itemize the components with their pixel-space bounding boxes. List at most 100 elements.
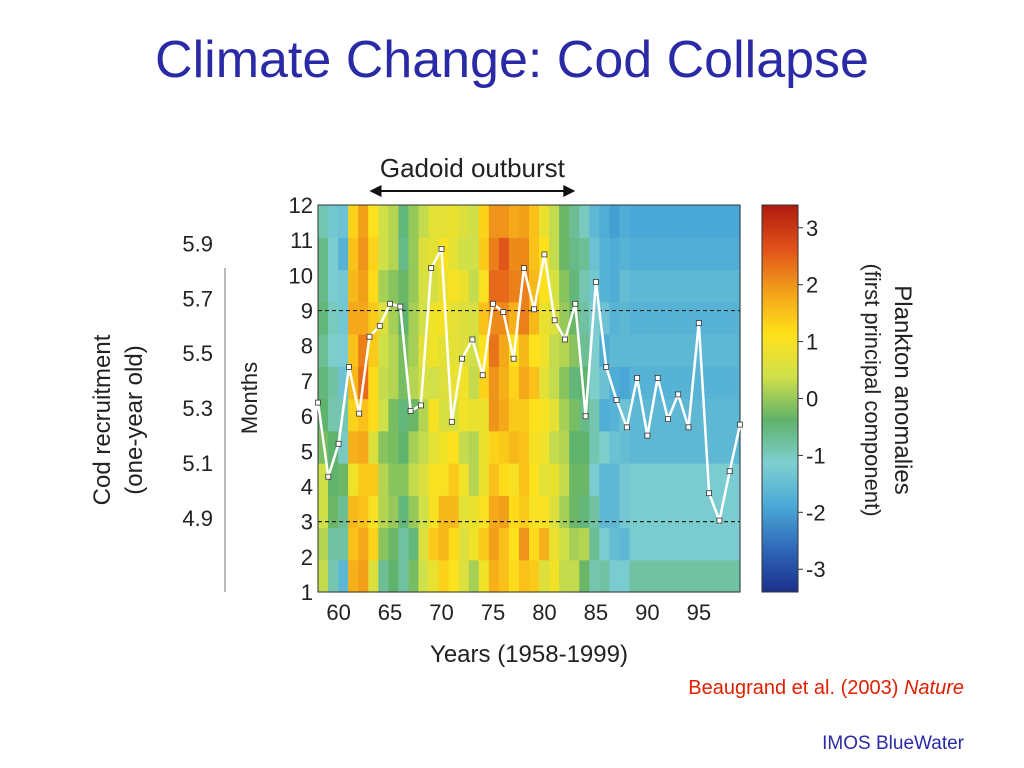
heatmap-cell [549,269,560,303]
plot-frame [317,204,741,593]
heatmap-cell [438,301,450,335]
heatmap-cell [478,463,490,496]
heatmap-cell [719,269,731,303]
heatmap-cell [498,527,510,561]
heatmap-cell [569,366,580,400]
heatmap-cell [669,237,681,271]
heatmap-cell [709,205,721,238]
heatmap-cell [699,495,711,529]
heatmap-cell [388,559,399,593]
heatmap-cell [348,559,359,593]
recruitment-tick-label: 4.9 [182,506,213,531]
recruitment-point [562,336,568,343]
heatmap-cell [508,527,520,561]
heatmap-cell [408,237,420,271]
heatmap-cell [488,527,500,561]
recruitment-point [335,440,342,447]
recruitment-tick-label: 5.7 [182,286,213,311]
recruitment-axis-ticks: 5.9 5.7 5.5 5.3 5.1 4.9 [182,231,213,530]
colorbar [761,204,799,593]
heatmap-cell [318,366,329,400]
heatmap-cell [529,559,540,593]
heatmap-cell [438,366,450,400]
heatmap-cell [418,237,430,271]
heatmap-cell [579,430,590,464]
heatmap-cell [719,430,731,464]
heatmap-cell [699,366,711,400]
heatmap-cell [529,430,540,464]
heatmap-cell [679,269,691,303]
heatmap-cell [669,301,681,335]
heatmap-cell [689,430,701,464]
heatmap-cell [488,463,500,496]
heatmap-cell [358,237,369,271]
heatmap-cell [599,269,610,303]
heatmap-cell [659,301,671,335]
heatmap-cell [378,398,389,432]
heatmap-cell [368,269,379,303]
heatmap-cell [549,527,560,561]
heatmap-cell [408,430,420,464]
heatmap-cell [639,237,651,271]
heatmap-cell [338,559,349,593]
heatmap-cell [468,463,480,496]
heatmap-cell [498,334,510,367]
heatmap-cell [619,366,631,400]
heatmap-cell [458,463,470,496]
heatmap-cell [649,559,661,593]
recruitment-point [459,355,466,362]
recruitment-point [603,363,610,370]
heatmap-cell [549,366,560,400]
heatmap-cell [478,205,490,238]
heatmap-cell [398,559,410,593]
recruitment-point [366,333,373,340]
x-tick-label: 75 [481,600,505,625]
heatmap-cell [518,269,530,303]
heatmap-cell [529,205,540,238]
heatmap-cell [679,237,691,271]
heatmap-cell [619,398,631,432]
heatmap-cell [478,269,490,303]
heatmap-cell [529,237,540,271]
heatmap-cell [659,334,671,367]
heatmap-cell [498,463,510,496]
heatmap-cell [348,430,359,464]
heatmap-cell [318,527,329,561]
heatmap-cell [418,495,430,529]
heatmap-cell [659,430,671,464]
heatmap-cell [478,301,490,335]
heatmap-cell [619,269,631,303]
recruitment-point [737,421,743,428]
heatmap-cell [629,269,641,303]
heatmap-cell [428,559,440,593]
heatmap-cell [328,495,339,529]
heatmap-cell [679,366,691,400]
recruitment-point [644,432,651,439]
footer-credit: IMOS BlueWater [822,733,964,754]
heatmap-cell [719,527,731,561]
heatmap-cell [529,301,540,335]
heatmap-cell [729,269,741,303]
heatmap-cell [378,463,389,496]
heatmap-cell [699,463,711,496]
heatmap-cell [689,559,701,593]
recruitment-point [315,399,321,406]
heatmap-cell [428,237,440,271]
heatmap-cell [338,334,349,367]
x-tick-label: 70 [429,600,453,625]
heatmap-cell [649,495,661,529]
heatmap-cell [328,398,339,432]
heatmap-cell [508,430,520,464]
heatmap-cell [669,559,681,593]
heatmap-cell [388,398,399,432]
recruitment-point [541,251,548,258]
heatmap-cell [609,463,621,496]
recruitment-point [726,468,733,475]
heatmap-cell [539,205,550,238]
heatmap-cell [328,205,339,238]
heatmap-cell [448,366,460,400]
heatmap-cell [619,559,631,593]
recruitment-point [387,300,393,307]
